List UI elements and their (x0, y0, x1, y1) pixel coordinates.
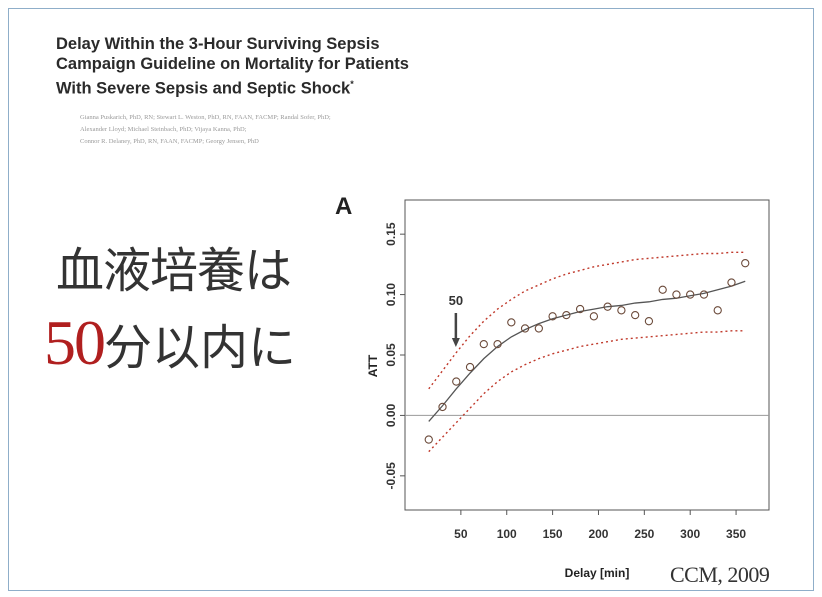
author-line-3: Connor R. Delaney, PhD, RN, FAAN, FACMP;… (80, 138, 259, 145)
annotation-arrow-head (451, 338, 460, 347)
paper-title-footnote-mark: * (350, 79, 354, 89)
fit-line (428, 280, 746, 422)
data-point (575, 304, 585, 314)
japanese-heading-line-1: 血液培養は (56, 243, 292, 299)
y-tick-label: 0.15 (384, 222, 398, 246)
data-point (699, 290, 709, 299)
author-line-1: Gianna Puskarich, PhD, RN; Stewart L. We… (80, 114, 331, 121)
data-point (452, 377, 461, 386)
data-point (548, 312, 557, 321)
data-point (603, 302, 612, 311)
paper-title: Delay Within the 3-Hour Surviving Sepsis… (56, 34, 536, 99)
data-point (520, 324, 530, 333)
panel-letter: A (335, 193, 353, 220)
x-tick-label: 150 (543, 527, 563, 541)
highlight-number: 50 (44, 307, 106, 378)
author-list: Gianna Puskarich, PhD, RN; Stewart L. We… (80, 112, 550, 148)
data-point (741, 259, 750, 268)
y-tick-label: 0.00 (384, 403, 398, 427)
data-point (617, 306, 626, 315)
data-points-group (424, 259, 750, 444)
data-point (562, 310, 571, 320)
x-axis: 50 100 150 200 250 300 350 (454, 510, 746, 541)
x-tick-label: 50 (454, 527, 468, 541)
data-point (424, 435, 433, 444)
data-point (465, 362, 475, 372)
paper-title-line-3-text: With Severe Sepsis and Septic Shock (56, 79, 351, 98)
confidence-band-group (428, 251, 746, 453)
annotation-label: 50 (449, 293, 463, 308)
data-point (727, 278, 736, 287)
y-axis-label: ATT (366, 354, 380, 377)
data-point (686, 290, 695, 299)
y-tick-label: -0.05 (384, 462, 398, 490)
x-tick-label: 100 (497, 527, 517, 541)
data-point (644, 317, 654, 326)
data-point (438, 402, 447, 412)
x-tick-label: 250 (634, 527, 654, 541)
data-point (589, 312, 599, 321)
x-tick-label: 350 (726, 527, 746, 541)
data-point (479, 339, 488, 349)
data-point (658, 285, 667, 294)
x-tick-label: 200 (588, 527, 608, 541)
data-point (507, 318, 516, 327)
slide-frame (8, 8, 814, 591)
x-tick-label: 300 (680, 527, 700, 541)
japanese-heading-line-2-rest: 分以内に (104, 320, 297, 376)
ci-lower-line (428, 330, 746, 453)
paper-title-line-3: With Severe Sepsis and Septic Shock* (56, 74, 536, 99)
data-point (713, 306, 722, 315)
japanese-heading-line-2: 50分以内に (44, 306, 296, 380)
paper-title-line-2: Campaign Guideline on Mortality for Pati… (56, 55, 409, 73)
fit-line-group (428, 280, 746, 422)
y-tick-label: 0.10 (384, 283, 398, 307)
annotation-group: 50 (449, 293, 463, 347)
author-line-2: Alexander Lloyd; Michael Steinbach, PhD;… (80, 126, 247, 133)
ci-upper-line (428, 251, 746, 390)
y-axis: -0.05 0.00 0.05 0.10 0.15 (384, 222, 405, 490)
x-axis-label: Delay [min] (565, 566, 630, 580)
data-point (534, 324, 543, 333)
citation: CCM, 2009 (670, 562, 770, 587)
data-point (631, 310, 640, 320)
paper-title-line-1: Delay Within the 3-Hour Surviving Sepsis (56, 35, 380, 53)
data-point (493, 339, 502, 349)
data-point (672, 290, 681, 299)
plot-border (404, 199, 770, 511)
y-tick-label: 0.05 (384, 343, 398, 367)
